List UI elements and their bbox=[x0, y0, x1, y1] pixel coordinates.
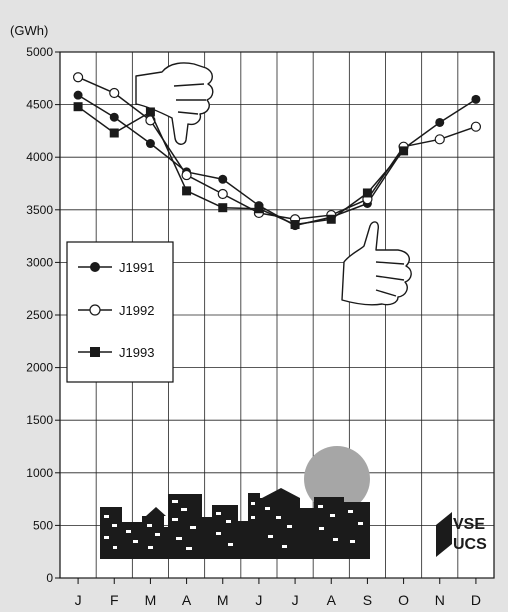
x-tick-label: J bbox=[255, 592, 262, 608]
legend-label-1: J1991 bbox=[119, 260, 154, 275]
vse-ucs-logo: VSE UCS bbox=[436, 512, 487, 557]
y-tick-label: 0 bbox=[46, 571, 53, 585]
x-tick-label: O bbox=[398, 592, 409, 608]
y-tick-label: 2000 bbox=[26, 361, 53, 375]
data-point-open-circle bbox=[181, 169, 192, 181]
data-point-open-circle bbox=[217, 188, 228, 200]
data-point-square bbox=[290, 220, 300, 230]
y-tick-label: 2500 bbox=[26, 308, 53, 322]
data-point-open-circle bbox=[470, 121, 482, 132]
data-point-square bbox=[73, 102, 83, 112]
y-tick-label: 500 bbox=[33, 518, 53, 532]
y-axis: 0 500 1000 1500 2000 2500 3000 3500 4000 4500 5000 bbox=[26, 45, 60, 585]
data-point-filled-circle bbox=[73, 90, 83, 100]
x-tick-label: F bbox=[110, 592, 119, 608]
y-tick-label: 3500 bbox=[26, 203, 53, 217]
data-point-filled-circle bbox=[145, 139, 155, 149]
legend-marker-3 bbox=[90, 347, 100, 357]
data-point-square bbox=[362, 188, 372, 198]
data-point-open-circle bbox=[434, 134, 445, 145]
sun-icon bbox=[304, 446, 370, 512]
data-point-square bbox=[218, 203, 228, 213]
data-point-filled-circle bbox=[109, 112, 119, 122]
skyline-windows bbox=[104, 500, 363, 550]
data-point-square bbox=[399, 146, 409, 156]
legend-label-2: J1992 bbox=[119, 303, 154, 318]
logo-line-1: VSE bbox=[453, 516, 485, 533]
y-tick-label: 5000 bbox=[26, 45, 53, 59]
data-point-square bbox=[182, 186, 192, 196]
legend-label-3: J1993 bbox=[119, 345, 154, 360]
data-point-square bbox=[326, 214, 336, 224]
legend: J1991 J1992 J1993 bbox=[66, 241, 174, 383]
y-tick-label: 4000 bbox=[26, 150, 53, 164]
x-tick-label: A bbox=[182, 592, 192, 608]
data-point-open-circle bbox=[109, 87, 120, 99]
x-tick-label: N bbox=[435, 592, 445, 608]
legend-marker-2 bbox=[89, 304, 101, 316]
data-point-filled-circle bbox=[435, 117, 445, 127]
data-point-open-circle bbox=[72, 72, 84, 83]
y-tick-label: 1500 bbox=[26, 413, 53, 427]
data-point-filled-circle bbox=[471, 94, 481, 104]
x-tick-label: A bbox=[327, 592, 337, 608]
logo-line-2: UCS bbox=[453, 536, 487, 553]
legend-box bbox=[66, 241, 174, 383]
y-tick-label: 1000 bbox=[26, 466, 53, 480]
city-skyline-icon bbox=[100, 488, 370, 559]
y-tick-label: 4500 bbox=[26, 98, 53, 112]
x-tick-label: J bbox=[75, 592, 82, 608]
data-point-square bbox=[109, 128, 119, 138]
x-tick-label: D bbox=[471, 592, 481, 608]
thumbs-up-icon bbox=[341, 221, 412, 306]
x-tick-label: M bbox=[145, 592, 157, 608]
thumbs-down-icon bbox=[135, 62, 214, 145]
data-point-filled-circle bbox=[218, 174, 228, 184]
x-tick-label: J bbox=[292, 592, 299, 608]
legend-marker-1 bbox=[90, 262, 100, 272]
skyline-illustration bbox=[100, 446, 370, 559]
data-point-square bbox=[254, 204, 264, 214]
unit-label: (GWh) bbox=[10, 23, 48, 38]
series-layer bbox=[72, 72, 482, 231]
series-line-3 bbox=[77, 106, 405, 226]
x-tick-label: S bbox=[363, 592, 372, 608]
y-tick-label: 3000 bbox=[26, 255, 53, 269]
x-tick-label: M bbox=[217, 592, 229, 608]
data-point-square bbox=[145, 107, 155, 117]
